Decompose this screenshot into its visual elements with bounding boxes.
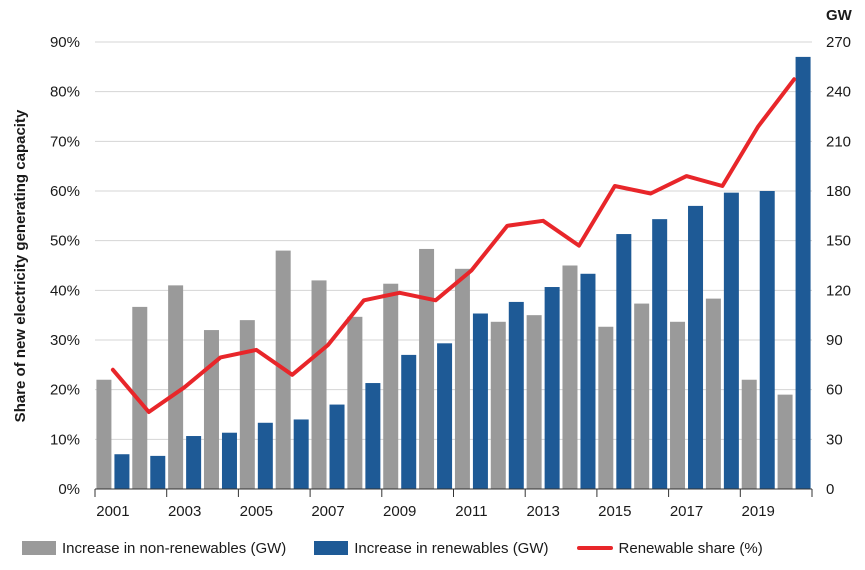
bar-non-renewables bbox=[454, 268, 470, 489]
y-right-tick-label: 240 bbox=[826, 84, 851, 101]
bar-non-renewables bbox=[383, 283, 399, 489]
bar-renewables bbox=[544, 287, 560, 489]
bar-non-renewables bbox=[777, 394, 793, 489]
bar-non-renewables bbox=[311, 280, 327, 489]
legend-swatch-share bbox=[576, 546, 613, 550]
bar-renewables bbox=[221, 432, 237, 489]
bar-non-renewables bbox=[168, 285, 184, 489]
bar-renewables bbox=[293, 419, 309, 489]
bar-non-renewables bbox=[741, 379, 757, 489]
y-right-tick-label: 30 bbox=[826, 431, 843, 448]
y-left-tick-label: 70% bbox=[50, 133, 80, 150]
legend-item-share: Renewable share (%) bbox=[576, 539, 763, 557]
y-right-tick-label: 60 bbox=[826, 382, 843, 399]
y-right-tick-label: 150 bbox=[826, 233, 851, 250]
bar-non-renewables bbox=[562, 265, 578, 489]
legend-label-share: Renewable share (%) bbox=[618, 539, 763, 557]
bar-non-renewables bbox=[96, 379, 112, 489]
y-right-tick-label: 120 bbox=[826, 282, 851, 299]
x-tick-label: 2015 bbox=[598, 503, 631, 520]
y-right-tick-label: 270 bbox=[826, 34, 851, 51]
y-left-axis-label: Share of new electricity generating capa… bbox=[12, 109, 29, 422]
bar-renewables bbox=[365, 383, 381, 489]
y-left-tick-label: 80% bbox=[50, 84, 80, 101]
y-left-tick-label: 90% bbox=[50, 34, 80, 51]
bar-renewables bbox=[114, 454, 130, 489]
x-tick-label: 2009 bbox=[383, 503, 416, 520]
bar-renewables bbox=[472, 313, 488, 489]
y-right-unit-label: GW bbox=[826, 7, 853, 24]
y-right-tick-label: 0 bbox=[826, 481, 834, 498]
bar-non-renewables bbox=[670, 321, 686, 489]
legend-swatch-non-renewables bbox=[22, 541, 56, 555]
bar-renewables bbox=[257, 422, 273, 489]
x-tick-label: 2017 bbox=[670, 503, 703, 520]
y-right-tick-label: 180 bbox=[826, 183, 851, 200]
bar-renewables bbox=[401, 354, 417, 489]
y-left-tick-label: 20% bbox=[50, 382, 80, 399]
bar-renewables bbox=[616, 234, 632, 489]
share-line-group bbox=[110, 77, 797, 414]
bar-renewables bbox=[150, 455, 166, 489]
x-tick-label: 2003 bbox=[168, 503, 201, 520]
gridlines bbox=[95, 41, 812, 440]
axes-group: 0% 0 10% 30 20% 60 30% 90 40% 120 50% 150 60% 180 70% 2… bbox=[12, 7, 853, 520]
renewable-share-line bbox=[110, 77, 797, 414]
bar-non-renewables bbox=[490, 321, 506, 489]
bar-non-renewables bbox=[239, 320, 255, 489]
y-left-tick-label: 0% bbox=[58, 481, 80, 498]
bar-renewables bbox=[795, 56, 811, 490]
y-left-tick-label: 30% bbox=[50, 332, 80, 349]
bar-renewables bbox=[759, 191, 775, 489]
x-tick-label: 2005 bbox=[240, 503, 273, 520]
bar-non-renewables bbox=[598, 326, 614, 489]
y-right-tick-label: 210 bbox=[826, 133, 851, 150]
legend: Increase in non-renewables (GW) Increase… bbox=[0, 533, 865, 563]
bar-non-renewables bbox=[203, 330, 219, 489]
bar-renewables bbox=[723, 192, 739, 489]
x-tick-label: 2013 bbox=[526, 503, 559, 520]
x-tick-label: 2001 bbox=[96, 503, 129, 520]
bars-group bbox=[96, 56, 811, 490]
bar-renewables bbox=[652, 219, 668, 489]
combo-chart-svg: 0% 0 10% 30 20% 60 30% 90 40% 120 50% 150 60% 180 70% 2… bbox=[12, 7, 853, 520]
x-tick-label: 2019 bbox=[742, 503, 775, 520]
legend-label-non-renewables: Increase in non-renewables (GW) bbox=[62, 539, 287, 557]
y-left-tick-label: 50% bbox=[50, 233, 80, 250]
legend-item-renewables: Increase in renewables (GW) bbox=[314, 539, 549, 557]
legend-swatch-renewables bbox=[314, 541, 349, 555]
y-left-tick-label: 10% bbox=[50, 431, 80, 448]
legend-item-non-renewables: Increase in non-renewables (GW) bbox=[22, 540, 286, 557]
legend-label-renewables: Increase in renewables (GW) bbox=[354, 539, 549, 557]
bar-renewables bbox=[437, 343, 453, 489]
x-tick-label: 2007 bbox=[311, 503, 344, 520]
y-left-tick-label: 60% bbox=[50, 183, 80, 200]
y-right-tick-label: 90 bbox=[826, 332, 843, 349]
bar-renewables bbox=[688, 205, 704, 489]
bar-non-renewables bbox=[419, 248, 435, 489]
bar-renewables bbox=[508, 301, 524, 489]
bar-non-renewables bbox=[634, 303, 650, 489]
bar-renewables bbox=[580, 273, 596, 489]
bar-renewables bbox=[186, 436, 202, 489]
bar-non-renewables bbox=[132, 306, 148, 489]
bar-renewables bbox=[329, 404, 345, 489]
y-left-tick-label: 40% bbox=[50, 282, 80, 299]
bar-non-renewables bbox=[705, 298, 721, 489]
x-tick-label: 2011 bbox=[455, 503, 487, 520]
bar-non-renewables bbox=[347, 316, 363, 489]
bar-non-renewables bbox=[526, 315, 542, 489]
